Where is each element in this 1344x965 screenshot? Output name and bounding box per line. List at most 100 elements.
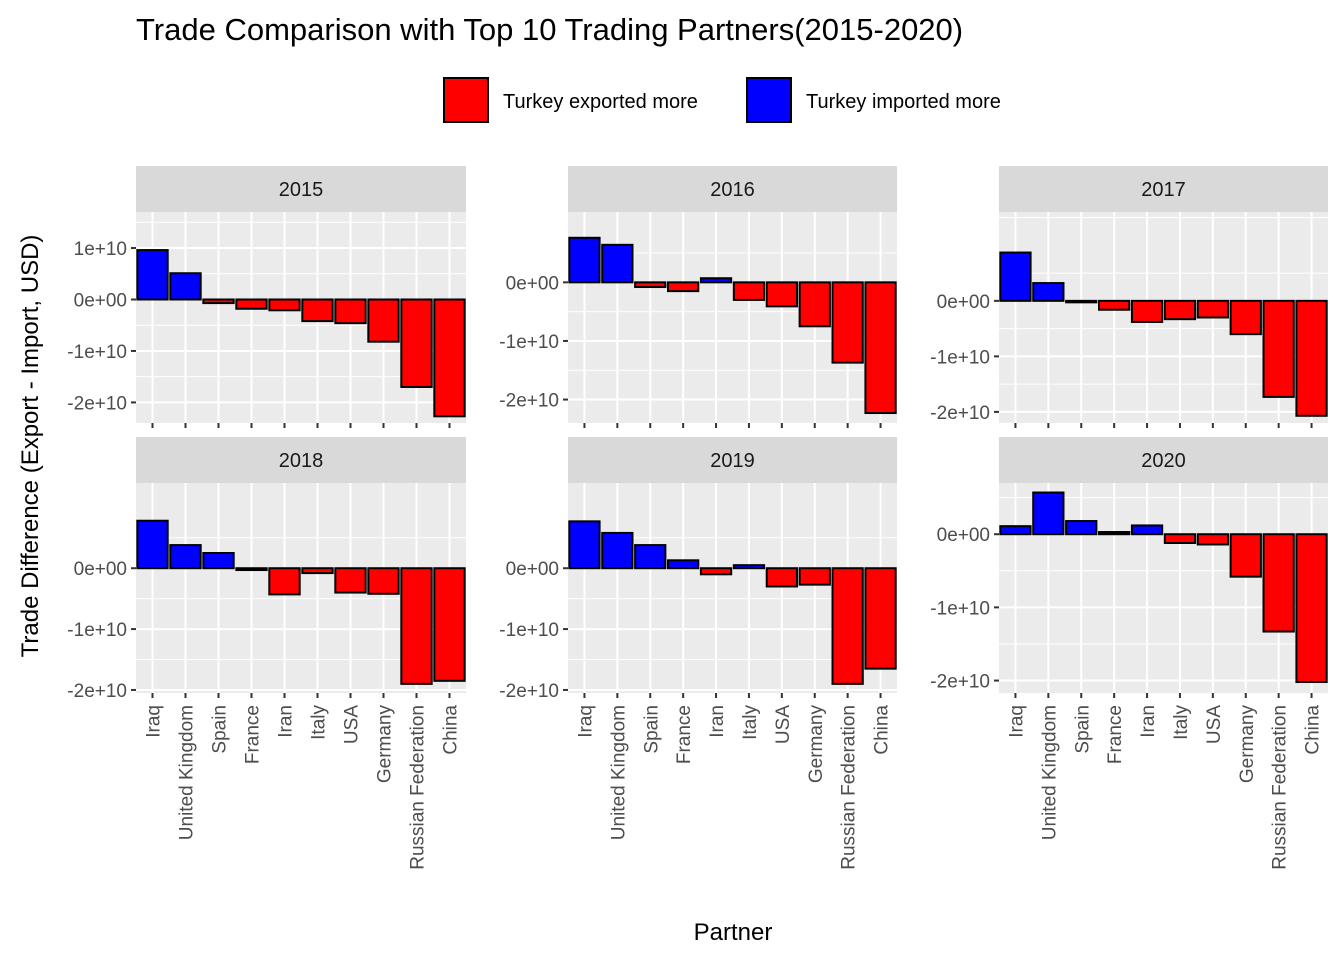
x-tick-label: USA — [1204, 705, 1225, 744]
bar-2019-0 — [568, 520, 601, 570]
bar-2019-6 — [765, 567, 798, 588]
x-tick-label: Iraq — [575, 705, 596, 738]
x-tick-label: France — [1105, 705, 1126, 764]
x-tick-label: Iraq — [144, 705, 165, 738]
bar-2020-9 — [1295, 533, 1328, 684]
bar-2016-6 — [765, 281, 798, 308]
y-tick-label: 0e+00 — [506, 273, 559, 294]
x-tick-label: France — [674, 705, 695, 764]
bar-2018-2 — [202, 552, 235, 570]
panel-2015: 2015 1e+10 0e+00 -1e+10 -2e+10 — [67, 166, 466, 428]
y-tick-label: 0e+00 — [937, 292, 990, 313]
y-tick-label: 1e+10 — [74, 239, 127, 260]
y-tick-label: 0e+00 — [74, 290, 127, 311]
x-tick-label: Iran — [1138, 705, 1159, 738]
facet-panels: 2015 1e+10 0e+00 -1e+10 -2e+10 2016 0e+00 -1e+1… — [67, 166, 1328, 870]
bar-2015-5 — [301, 298, 334, 323]
bar-2018-8 — [400, 567, 433, 685]
bar-2017-8 — [1262, 299, 1295, 398]
bar-2015-1 — [169, 272, 202, 301]
bar-2015-7 — [367, 298, 400, 343]
bar-2018-3 — [235, 567, 268, 572]
panel-2017: 2017 0e+00 -1e+10 -2e+10 — [930, 166, 1328, 428]
bar-2017-5 — [1163, 299, 1197, 321]
y-tick-label: 0e+00 — [937, 525, 990, 546]
x-tick-label: Spain — [210, 705, 231, 754]
facet-strip — [136, 437, 466, 483]
x-tick-label: Germany — [806, 705, 827, 784]
bar-2017-9 — [1295, 299, 1328, 417]
x-tick-label: Italy — [740, 705, 761, 740]
x-tick-label: USA — [773, 705, 794, 744]
bar-2016-2 — [634, 281, 667, 289]
y-tick-label: -1e+10 — [67, 620, 127, 641]
y-tick-label: -2e+10 — [930, 403, 990, 424]
y-tick-label: 0e+00 — [74, 559, 127, 580]
bar-2016-5 — [732, 281, 766, 301]
bar-2018-1 — [169, 544, 202, 570]
facet-strip-label: 2017 — [1141, 179, 1186, 201]
facet-strip-label: 2018 — [279, 450, 324, 472]
bar-2016-8 — [831, 281, 864, 364]
bar-2019-7 — [798, 567, 831, 586]
facet-strip-label: 2020 — [1141, 450, 1186, 472]
y-tick-label: -1e+10 — [930, 598, 990, 619]
bar-2018-5 — [301, 567, 334, 575]
y-tick-label: -1e+10 — [930, 347, 990, 368]
panel-2018: 2018 0e+00 -1e+10 -2e+10 Iraq United Kingdom S… — [67, 437, 466, 870]
bar-2020-1 — [1032, 491, 1065, 536]
bar-2017-2 — [1065, 299, 1098, 304]
y-tick-label: -1e+10 — [67, 342, 127, 363]
x-tick-label: United Kingdom — [177, 705, 198, 840]
y-tick-label: -2e+10 — [499, 391, 559, 412]
legend: Turkey exported more Turkey imported more — [443, 77, 1001, 123]
bar-2015-8 — [400, 298, 433, 388]
bar-2019-1 — [601, 531, 634, 570]
bar-2019-3 — [667, 559, 700, 570]
y-axis-label: Trade Difference (Export - Import, USD) — [17, 235, 44, 658]
x-tick-label: USA — [342, 705, 363, 744]
legend-label-1: Turkey imported more — [806, 91, 1001, 113]
legend-key-0 — [443, 77, 489, 123]
bar-2018-9 — [433, 567, 466, 682]
legend-label-0: Turkey exported more — [503, 91, 698, 113]
y-tick-label: -2e+10 — [67, 393, 127, 414]
bar-2016-0 — [568, 236, 601, 284]
bar-2017-6 — [1196, 299, 1229, 319]
x-tick-label: Russian Federation — [1270, 705, 1291, 870]
bar-2016-4 — [699, 277, 733, 284]
bar-2019-5 — [732, 564, 766, 570]
bar-2015-3 — [235, 298, 268, 310]
x-tick-label: Spain — [1072, 705, 1093, 754]
bar-2017-3 — [1098, 299, 1131, 311]
bar-2020-3 — [1098, 531, 1131, 536]
facet-strip — [568, 166, 897, 212]
bar-2020-5 — [1163, 533, 1197, 544]
bar-2015-9 — [433, 298, 466, 418]
facet-strip-label: 2015 — [279, 179, 324, 201]
x-tick-label: China — [441, 705, 462, 755]
x-tick-label: China — [872, 705, 893, 755]
legend-key-1 — [746, 77, 792, 123]
bar-2016-1 — [601, 243, 634, 284]
bar-2016-7 — [798, 281, 831, 328]
x-tick-label: France — [243, 705, 264, 764]
y-tick-label: 0e+00 — [506, 559, 559, 580]
bar-2020-6 — [1196, 533, 1229, 546]
panel-2019: 2019 0e+00 -1e+10 -2e+10 Iraq United Kingdom S… — [499, 437, 897, 870]
bar-2020-0 — [999, 525, 1032, 536]
bar-2020-7 — [1229, 533, 1262, 578]
bar-2017-0 — [999, 251, 1032, 302]
bar-2015-6 — [334, 298, 367, 325]
facet-strip-label: 2016 — [710, 179, 755, 201]
bar-2019-9 — [864, 567, 897, 670]
facet-strip-label: 2019 — [710, 450, 755, 472]
bar-2018-6 — [334, 567, 367, 594]
bar-2018-0 — [136, 519, 169, 570]
bar-2016-3 — [667, 281, 700, 293]
x-tick-label: Germany — [375, 705, 396, 784]
x-tick-label: Iran — [276, 705, 297, 738]
y-tick-label: -2e+10 — [67, 681, 127, 702]
facet-strip — [999, 437, 1328, 483]
